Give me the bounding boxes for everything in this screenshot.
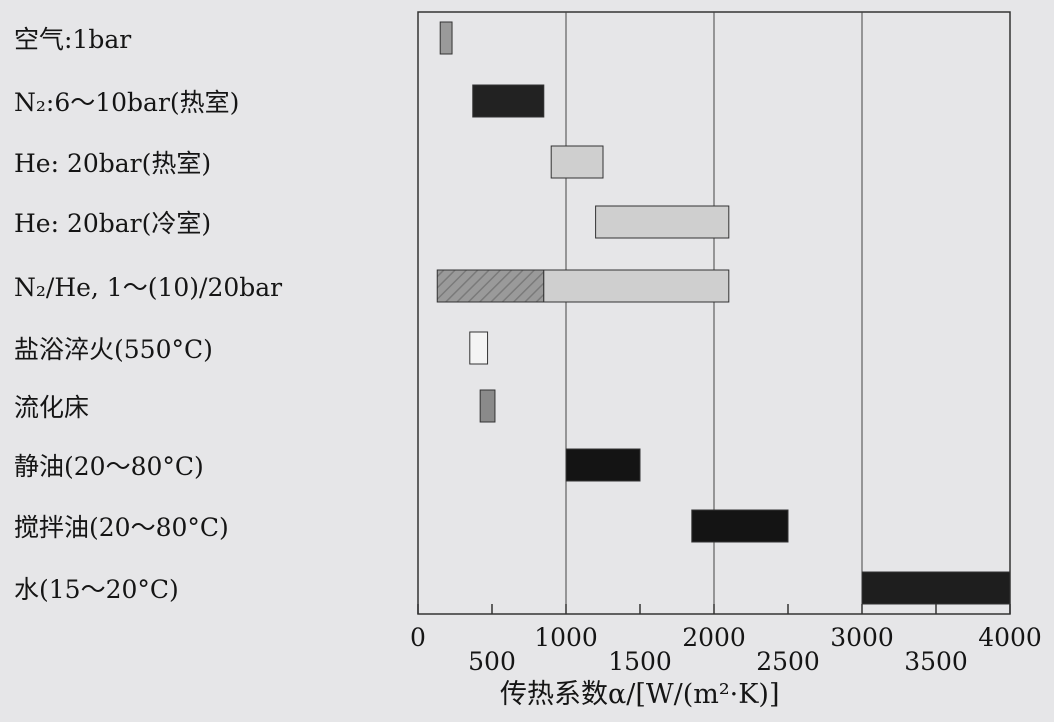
range-bar <box>436 269 545 303</box>
category-label: N₂:6～10bar(热室) <box>14 88 240 117</box>
range-bar <box>550 145 604 179</box>
range-bar <box>469 331 489 365</box>
range-bar <box>439 21 453 55</box>
x-tick-label: 3000 <box>830 623 894 652</box>
range-bar <box>565 448 641 482</box>
category-label: He: 20bar(热室) <box>14 149 212 178</box>
range-bar <box>861 571 1011 605</box>
x-axis-label: 传热系数α/[W/(m²·K)] <box>500 679 780 710</box>
category-label: 水(15～20°C) <box>14 575 179 604</box>
x-tick-label: 2000 <box>682 623 746 652</box>
x-tick-label: 500 <box>468 647 516 676</box>
range-bar <box>691 509 789 543</box>
range-bar <box>472 84 545 118</box>
category-label: 流化床 <box>14 393 90 422</box>
category-label: 盐浴淬火(550°C) <box>14 335 213 364</box>
x-tick-label: 4000 <box>978 623 1042 652</box>
category-label: 静油(20～80°C) <box>14 452 204 481</box>
category-label: 搅拌油(20～80°C) <box>14 513 229 542</box>
x-tick-label: 1500 <box>608 647 672 676</box>
x-tick-label: 0 <box>410 623 426 652</box>
category-label: 空气:1bar <box>14 25 132 54</box>
x-tick-label: 3500 <box>904 647 968 676</box>
x-tick-label: 2500 <box>756 647 820 676</box>
range-bar <box>543 269 730 303</box>
range-bar <box>479 389 496 423</box>
x-tick-label: 1000 <box>534 623 598 652</box>
category-label: N₂/He, 1～(10)/20bar <box>14 273 283 302</box>
range-bar <box>595 205 730 239</box>
category-label: He: 20bar(冷室) <box>14 209 212 238</box>
